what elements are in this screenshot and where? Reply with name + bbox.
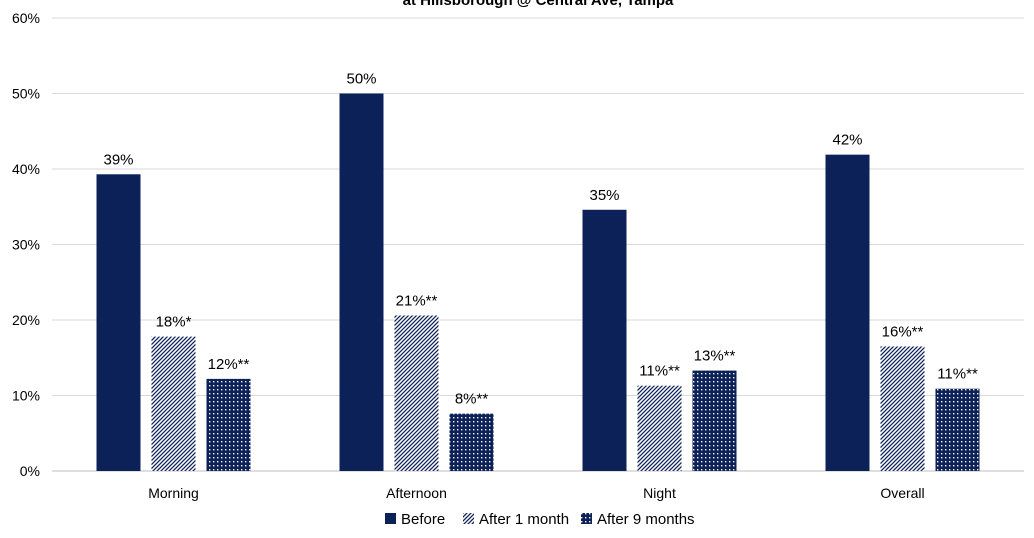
x-axis: Morning Afternoon Night Overall	[148, 485, 924, 501]
legend-label: After 9 months	[597, 511, 695, 528]
legend-swatch	[581, 513, 592, 524]
bar	[637, 385, 682, 471]
x-tick-label: Overall	[880, 485, 924, 501]
x-tick-label: Afternoon	[386, 485, 447, 501]
y-tick-label: 10%	[12, 388, 40, 404]
data-label: 16%**	[882, 323, 924, 340]
gridlines	[52, 17, 1024, 472]
data-labels: 39% 18%* 12%** 50% 21%** 8%** 35% 11%** 13%** 42%…	[103, 71, 977, 408]
bar	[582, 209, 627, 471]
data-label: 21%**	[396, 292, 438, 309]
data-label: 39%	[103, 151, 133, 168]
bars	[96, 93, 980, 471]
data-label: 8%**	[455, 391, 489, 408]
bar	[206, 378, 251, 471]
data-label: 35%	[589, 187, 619, 204]
data-label: 18%*	[156, 314, 192, 331]
x-tick-label: Morning	[148, 485, 199, 501]
data-label: 12%**	[208, 356, 250, 373]
y-tick-label: 60%	[12, 10, 40, 26]
bar	[96, 174, 141, 471]
x-tick-label: Night	[643, 485, 676, 501]
data-label: 42%	[832, 132, 862, 149]
y-tick-label: 40%	[12, 161, 40, 177]
bar	[825, 154, 870, 471]
data-label: 11%**	[937, 366, 978, 383]
legend-swatch	[463, 513, 474, 524]
chart-title: at Hillsborough @ Central Ave, Tampa	[403, 0, 674, 9]
y-tick-label: 30%	[12, 237, 40, 253]
data-label: 11%**	[639, 363, 680, 380]
y-tick-label: 20%	[12, 312, 40, 328]
legend-label: After 1 month	[479, 511, 569, 528]
data-label: 13%**	[694, 348, 736, 365]
legend-swatch	[385, 513, 396, 524]
bar	[449, 413, 494, 471]
y-tick-label: 50%	[12, 86, 40, 102]
y-axis: 0% 10% 20% 30% 40% 50% 60%	[12, 10, 40, 479]
legend-label: Before	[401, 511, 445, 528]
bar	[339, 93, 384, 471]
bar	[692, 370, 737, 471]
y-tick-label: 0%	[20, 463, 40, 479]
bar	[151, 336, 196, 471]
data-label: 50%	[346, 71, 376, 88]
bar	[935, 388, 980, 471]
bar	[880, 346, 925, 471]
legend: Before After 1 month After 9 months	[385, 511, 695, 528]
bar	[394, 315, 439, 471]
